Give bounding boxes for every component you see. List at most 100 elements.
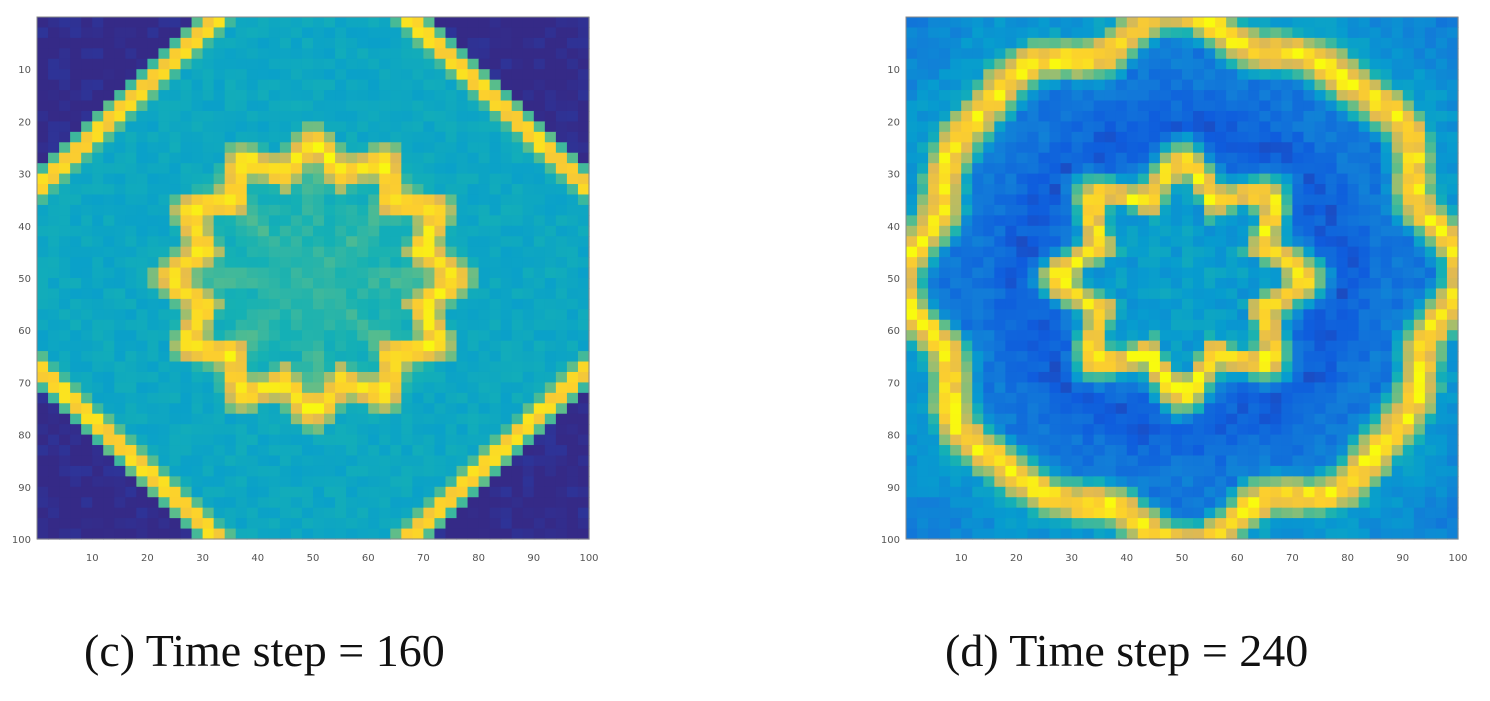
heatmap-cell <box>279 486 292 498</box>
heatmap-cell <box>994 507 1006 519</box>
heatmap-cell <box>202 267 215 279</box>
heatmap-cell <box>423 309 436 321</box>
heatmap-cell <box>500 194 513 206</box>
heatmap-cell <box>1071 225 1084 237</box>
heatmap-cell <box>191 37 204 49</box>
heatmap-cell <box>1005 225 1017 237</box>
heatmap-cell <box>368 37 380 49</box>
heatmap-cell <box>346 288 358 300</box>
heatmap-cell <box>1391 319 1404 331</box>
heatmap-cell <box>412 330 424 342</box>
heatmap-cell <box>1170 48 1183 60</box>
heatmap-cell <box>533 27 546 39</box>
heatmap-cell <box>972 413 984 425</box>
heatmap-cell <box>1016 507 1029 519</box>
heatmap-cell <box>939 100 951 112</box>
heatmap-cell <box>1226 319 1238 331</box>
heatmap-cell <box>1215 246 1227 258</box>
heatmap-cell <box>1292 90 1305 102</box>
heatmap-cell <box>401 69 413 81</box>
heatmap-cell <box>1358 27 1371 39</box>
heatmap-cell <box>1391 278 1404 290</box>
heatmap-cell <box>423 58 436 70</box>
heatmap-cell <box>1402 319 1415 331</box>
heatmap-cell <box>169 278 182 290</box>
heatmap-cell <box>511 225 524 237</box>
heatmap-cell <box>1038 257 1051 269</box>
heatmap-cell <box>81 298 93 310</box>
heatmap-cell <box>1325 215 1338 227</box>
heatmap-cell <box>1148 351 1161 363</box>
heatmap-cell <box>213 455 226 467</box>
heatmap-cell <box>511 79 524 91</box>
heatmap-cell <box>994 215 1006 227</box>
heatmap-cell <box>1369 173 1382 185</box>
heatmap-cell <box>1082 90 1095 102</box>
heatmap-cell <box>346 424 358 436</box>
heatmap-cell <box>972 434 984 446</box>
heatmap-cell <box>335 194 347 206</box>
heatmap-cell <box>92 163 104 175</box>
heatmap-cell <box>357 225 369 237</box>
heatmap-cell <box>533 351 546 363</box>
heatmap-cell <box>1226 142 1238 154</box>
heatmap-cell <box>1369 382 1382 394</box>
heatmap-cell <box>1270 27 1282 39</box>
heatmap-cell <box>1259 69 1271 81</box>
heatmap-cell <box>103 142 115 154</box>
heatmap-cell <box>268 257 281 269</box>
heatmap-cell <box>257 90 270 102</box>
heatmap-cell <box>37 58 49 70</box>
heatmap-cell <box>434 340 447 352</box>
heatmap-cell <box>983 486 995 498</box>
heatmap-cell <box>268 465 281 477</box>
heatmap-cell <box>1159 257 1172 269</box>
heatmap-cell <box>125 445 137 457</box>
heatmap-cell <box>1137 90 1150 102</box>
heatmap-cell <box>1093 79 1106 91</box>
heatmap-cell <box>1336 476 1349 488</box>
heatmap-cell <box>928 340 940 352</box>
heatmap-cell <box>456 413 469 425</box>
heatmap-cell <box>533 110 546 122</box>
heatmap-cell <box>37 351 49 363</box>
heatmap-cell <box>390 351 402 363</box>
heatmap-cell <box>478 392 491 404</box>
heatmap-cell <box>379 434 391 446</box>
heatmap-cell <box>1137 518 1150 530</box>
heatmap-cell <box>1336 121 1349 133</box>
heatmap-cell <box>81 48 93 60</box>
x-tick-label: 20 <box>141 553 154 564</box>
heatmap-cell <box>423 163 436 175</box>
heatmap-cell <box>1380 371 1393 383</box>
heatmap-cell <box>1369 403 1382 415</box>
heatmap-cell <box>522 236 535 248</box>
heatmap-cell <box>467 518 480 530</box>
heatmap-cell <box>1402 17 1415 29</box>
heatmap-cell <box>70 413 82 425</box>
heatmap-cell <box>103 267 115 279</box>
heatmap-cell <box>489 194 502 206</box>
heatmap-cell <box>180 319 193 331</box>
heatmap-cell <box>390 403 402 415</box>
heatmap-cell <box>917 69 929 81</box>
heatmap-cell <box>1093 69 1106 81</box>
heatmap-cell <box>313 173 325 185</box>
heatmap-cell <box>246 465 259 477</box>
heatmap-cell <box>1391 413 1404 425</box>
heatmap-cell <box>983 288 995 300</box>
heatmap-cell <box>522 392 535 404</box>
heatmap-cell <box>917 100 929 112</box>
heatmap-cell <box>577 17 590 29</box>
heatmap-cell <box>423 17 436 29</box>
heatmap-cell <box>357 445 369 457</box>
heatmap-cell <box>390 497 402 509</box>
heatmap-cell <box>290 173 303 185</box>
heatmap-cell <box>511 465 524 477</box>
heatmap-cell <box>1104 392 1117 404</box>
heatmap-cell <box>313 131 325 143</box>
heatmap-cell <box>1446 100 1459 112</box>
heatmap-cell <box>434 246 447 258</box>
heatmap-cell <box>961 528 973 540</box>
heatmap-cell <box>1424 413 1437 425</box>
